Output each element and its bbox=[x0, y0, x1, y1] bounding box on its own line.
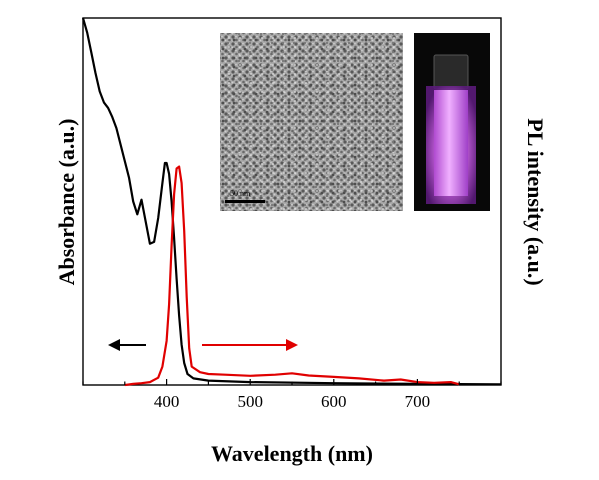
left-axis-title: Absorbance (a.u.) bbox=[54, 119, 79, 286]
tem-scale-bar bbox=[225, 200, 265, 203]
pl-curve bbox=[124, 165, 460, 387]
tem-inset: 50 nm bbox=[220, 33, 403, 211]
x-tick-label: 600 bbox=[321, 392, 347, 411]
x-axis-title: Wavelength (nm) bbox=[211, 441, 373, 466]
x-tick-label: 400 bbox=[154, 392, 180, 411]
x-tick-label: 700 bbox=[405, 392, 431, 411]
right-arrow bbox=[202, 339, 298, 351]
cuvette-cap bbox=[433, 54, 469, 90]
right-axis-title: PL intensity (a.u.) bbox=[523, 118, 548, 285]
cuvette-liquid bbox=[434, 90, 468, 196]
tem-scale-bar-label: 50 nm bbox=[230, 189, 251, 198]
absorbance-curve bbox=[81, 17, 502, 386]
x-axis-ticks: 400 500 600 700 bbox=[82, 379, 502, 411]
left-arrow bbox=[108, 339, 146, 351]
cuvette-photo-inset bbox=[414, 33, 490, 211]
x-tick-label: 500 bbox=[237, 392, 263, 411]
